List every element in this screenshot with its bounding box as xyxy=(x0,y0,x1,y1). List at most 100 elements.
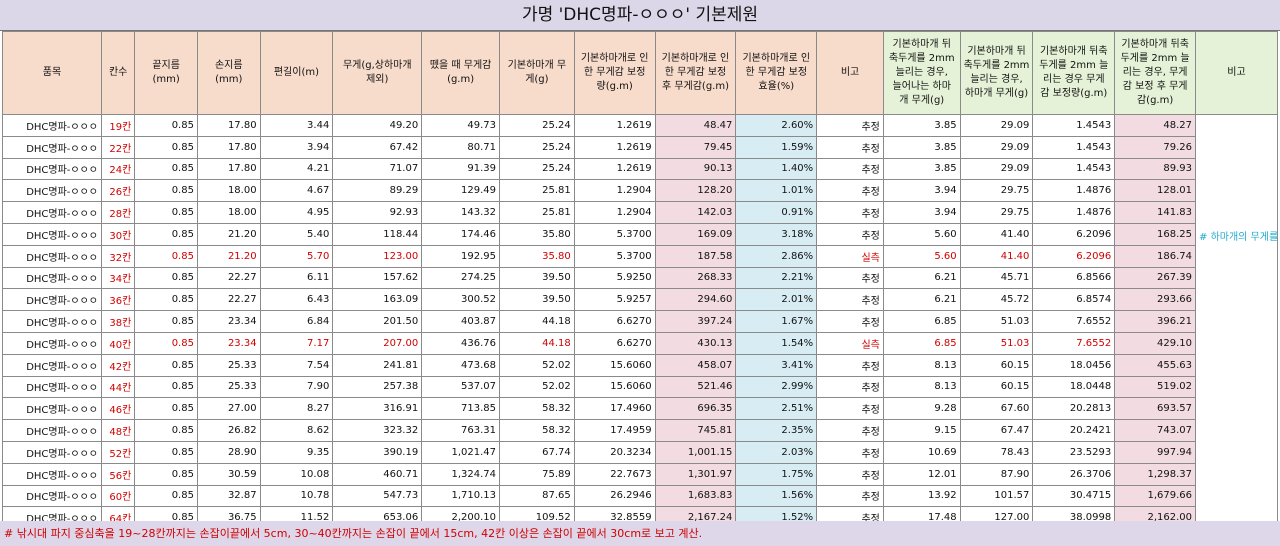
cell-wt: 390.19 xyxy=(332,440,423,464)
cell-len: 4.67 xyxy=(259,179,334,203)
cell-after: 430.13 xyxy=(654,331,737,355)
table-row: DHC명파-ㅇㅇㅇ 22칸 0.85 17.80 3.94 67.42 80.71 25.24… xyxy=(2,135,1278,159)
cell-cap: 58.32 xyxy=(499,419,575,442)
cell-kan: 30칸 xyxy=(100,222,136,246)
cell-tip: 0.85 xyxy=(134,375,198,399)
column-header: 기본하마개 뒤 축두게를 2mm 늘리는 경우, 하마개 무게(g) xyxy=(959,31,1034,115)
cell-corr2: 20.2421 xyxy=(1032,419,1116,442)
cell-tip: 0.85 xyxy=(134,135,198,159)
table-row: DHC명파-ㅇㅇㅇ 52칸 0.85 28.90 9.35 390.19 1,021.47 6… xyxy=(2,440,1278,464)
cell-cap: 35.80 xyxy=(499,222,575,246)
cell-note: 추정 xyxy=(816,266,884,290)
cell-after: 169.09 xyxy=(654,222,737,246)
cell-kan: 28칸 xyxy=(100,201,136,224)
cell-len: 6.11 xyxy=(259,266,334,290)
cell-inc: 5.60 xyxy=(882,222,961,246)
cell-note: 추정 xyxy=(816,353,884,377)
cell-after: 142.03 xyxy=(654,201,737,224)
cell-wt: 67.42 xyxy=(332,135,423,159)
cell-corr: 5.9257 xyxy=(573,288,656,312)
cell-corr2: 26.3706 xyxy=(1032,462,1116,486)
cell-len: 4.21 xyxy=(259,157,334,181)
cell-cap: 44.18 xyxy=(499,331,575,355)
cell-note: 추정 xyxy=(816,222,884,246)
table-row: DHC명파-ㅇㅇㅇ 34칸 0.85 22.27 6.11 157.62 274.25 39.… xyxy=(2,266,1278,290)
cell-cap: 58.32 xyxy=(499,397,575,421)
cell-feel: 274.25 xyxy=(421,266,500,290)
cell-note: 추정 xyxy=(816,179,884,203)
cell-grip: 18.00 xyxy=(196,179,261,203)
cell-kan: 32칸 xyxy=(100,244,136,268)
cell-cap: 52.02 xyxy=(499,353,575,377)
cell-wt: 460.71 xyxy=(332,462,423,486)
cell-feel: 1,710.13 xyxy=(421,484,500,508)
cell-name: DHC명파-ㅇㅇㅇ xyxy=(2,201,102,224)
cell-feel: 49.73 xyxy=(421,114,500,137)
cell-note: 추정 xyxy=(816,462,884,486)
cell-capw: 101.57 xyxy=(959,484,1034,508)
cell-note: 추정 xyxy=(816,440,884,464)
table-row: DHC명파-ㅇㅇㅇ 46칸 0.85 27.00 8.27 316.91 713.85 58.… xyxy=(2,397,1278,421)
cell-corr: 15.6060 xyxy=(573,353,656,377)
table-row: DHC명파-ㅇㅇㅇ 26칸 0.85 18.00 4.67 89.29 129.49 25.8… xyxy=(2,179,1278,203)
cell-after: 521.46 xyxy=(654,375,737,399)
cell-name: DHC명파-ㅇㅇㅇ xyxy=(2,419,102,442)
cell-corr2: 1.4876 xyxy=(1032,201,1116,224)
cell-corr2: 1.4876 xyxy=(1032,179,1116,203)
cell-inc: 6.21 xyxy=(882,288,961,312)
cell-wt: 163.09 xyxy=(332,288,423,312)
cell-len: 10.78 xyxy=(259,484,334,508)
cell-len: 6.43 xyxy=(259,288,334,312)
cell-kan: 34칸 xyxy=(100,266,136,290)
cell-kan: 44칸 xyxy=(100,375,136,399)
cell-note: 추정 xyxy=(816,288,884,312)
cell-wt: 207.00 xyxy=(332,331,423,355)
cell-name: DHC명파-ㅇㅇㅇ xyxy=(2,440,102,464)
cell-capw: 45.72 xyxy=(959,288,1034,312)
cell-feel: 91.39 xyxy=(421,157,500,181)
cell-feel: 713.85 xyxy=(421,397,500,421)
cell-feel: 80.71 xyxy=(421,135,500,159)
cell-cap: 25.81 xyxy=(499,201,575,224)
cell-cap: 87.65 xyxy=(499,484,575,508)
cell-name: DHC명파-ㅇㅇㅇ xyxy=(2,288,102,312)
cell-capw: 41.40 xyxy=(959,222,1034,246)
column-header: 품목 xyxy=(2,31,102,115)
cell-after: 1,301.97 xyxy=(654,462,737,486)
cell-corr2: 18.0456 xyxy=(1032,353,1116,377)
table-row: DHC명파-ㅇㅇㅇ 24칸 0.85 17.80 4.21 71.07 91.39 25.24… xyxy=(2,157,1278,181)
cell-wt: 89.29 xyxy=(332,179,423,203)
column-header: 편길이(m) xyxy=(259,31,334,115)
cell-tip: 0.85 xyxy=(134,397,198,421)
cell-corr2: 6.2096 xyxy=(1032,244,1116,268)
cell-inc: 6.85 xyxy=(882,310,961,333)
cell-len: 5.40 xyxy=(259,222,334,246)
cell-corr: 17.4959 xyxy=(573,419,656,442)
cell-eff: 3.41% xyxy=(735,353,818,377)
cell-wt: 92.93 xyxy=(332,201,423,224)
cell-after: 458.07 xyxy=(654,353,737,377)
cell-after: 294.60 xyxy=(654,288,737,312)
cell-name: DHC명파-ㅇㅇㅇ xyxy=(2,397,102,421)
cell-grip: 30.59 xyxy=(196,462,261,486)
cell-name: DHC명파-ㅇㅇㅇ xyxy=(2,353,102,377)
column-header: 기본하마개로 인 한 무게감 보정 량(g.m) xyxy=(573,31,656,115)
remark-text: # 하마개의 무게를 현재보다 더 늘리는 것은 낚시대를 들었을 때 뜸직한 … xyxy=(1199,232,1278,243)
cell-eff: 1.75% xyxy=(735,462,818,486)
cell-after: 745.81 xyxy=(654,419,737,442)
cell-kan: 26칸 xyxy=(100,179,136,203)
cell-inc: 8.13 xyxy=(882,353,961,377)
cell-grip: 23.34 xyxy=(196,310,261,333)
cell-after: 79.45 xyxy=(654,135,737,159)
cell-grip: 21.20 xyxy=(196,244,261,268)
cell-grip: 17.80 xyxy=(196,135,261,159)
cell-inc: 13.92 xyxy=(882,484,961,508)
cell-feel: 763.31 xyxy=(421,419,500,442)
cell-corr2: 23.5293 xyxy=(1032,440,1116,464)
cell-feel: 537.07 xyxy=(421,375,500,399)
cell-name: DHC명파-ㅇㅇㅇ xyxy=(2,244,102,268)
cell-corr: 15.6060 xyxy=(573,375,656,399)
table-row: DHC명파-ㅇㅇㅇ 36칸 0.85 22.27 6.43 163.09 300.52 39.… xyxy=(2,288,1278,312)
cell-after2: 1,298.37 xyxy=(1114,462,1197,486)
cell-corr: 6.6270 xyxy=(573,310,656,333)
